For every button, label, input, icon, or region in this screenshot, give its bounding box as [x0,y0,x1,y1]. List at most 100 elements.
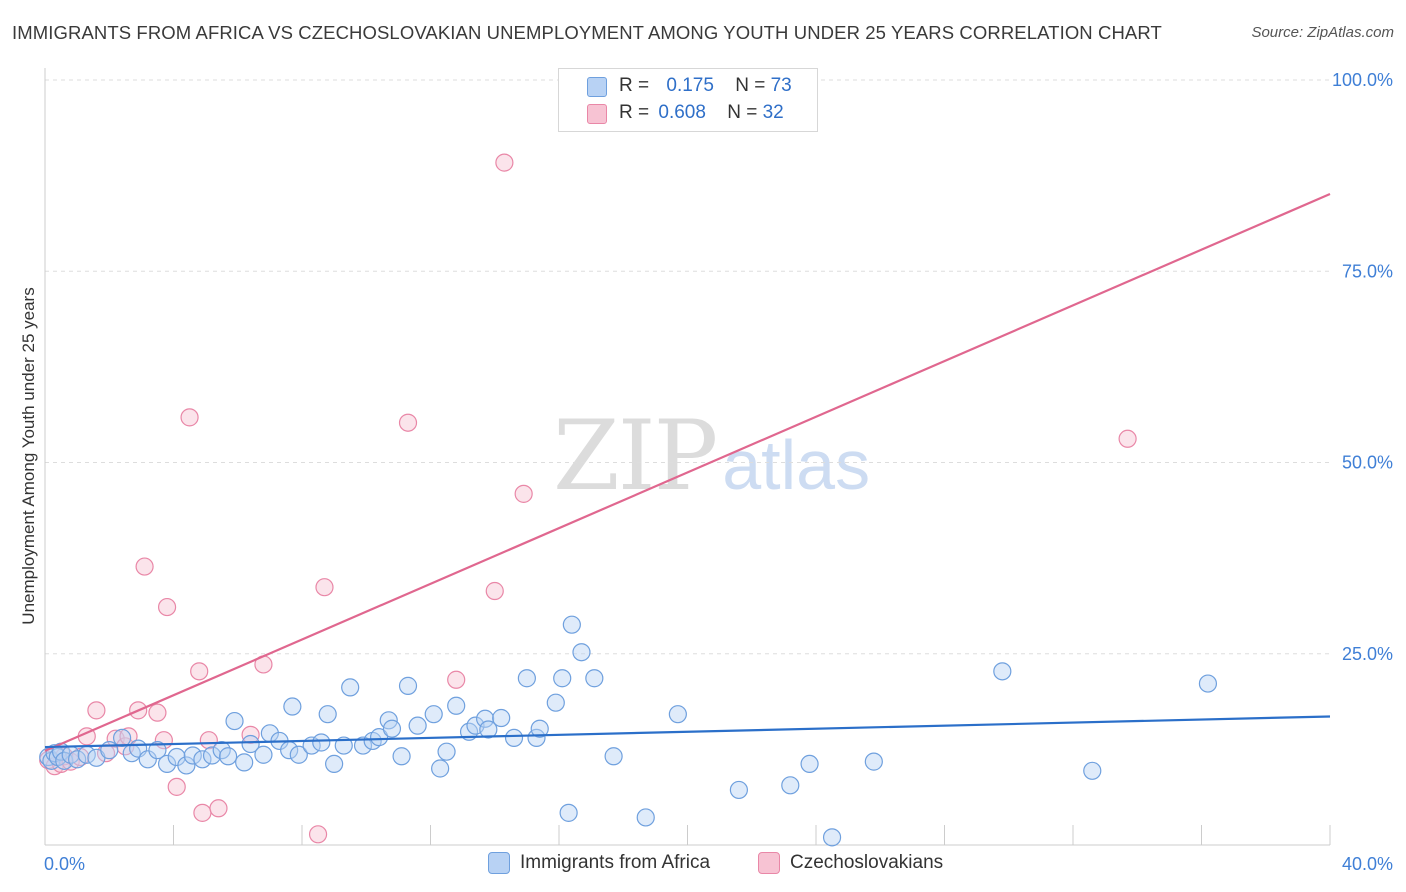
africa-point [781,776,800,795]
africa-point [289,745,308,764]
africa-point [225,711,244,731]
czechoslovakians-point [209,799,228,818]
n-value-africa: 73 [770,75,792,96]
africa-point [546,693,565,712]
africa-point [193,750,212,769]
czechoslovakians-point [495,153,514,172]
czechoslovakians-point [135,557,154,576]
africa-point [1083,761,1102,780]
africa-point [341,678,360,697]
africa-point [112,728,132,748]
x-tick-label: 0.0% [44,854,85,874]
africa-point [138,750,157,769]
chart-title: IMMIGRANTS FROM AFRICA VS CZECHOSLOVAKIA… [12,22,1162,43]
africa-point [325,754,344,774]
czechoslovakians-point [315,578,334,597]
africa-point [517,669,536,688]
africa-point [408,716,427,735]
africa-point [202,746,222,765]
czechoslovakians-point [485,581,504,601]
czechoslovakians-point [514,484,533,503]
legend-item-czechoslovakians: Czechoslovakians [758,852,943,874]
africa-point [437,742,456,761]
czechoslovakians-point [180,408,199,427]
czechoslovakians-point [447,670,466,689]
czechoslovakians-point [167,777,186,796]
correlation-legend: R = 0.175 N = 73 R = 0.608 N = 32 [558,68,818,132]
czechoslovakians-trend-line [44,192,1331,752]
tick-labels: 25.0% 50.0% 75.0% 100.0% 0.0% 40.0% [44,70,1393,874]
czechoslovakians-point [241,725,260,744]
legend-label-czechoslovakians: Czechoslovakians [790,852,944,873]
africa-point [318,705,337,724]
africa-point [562,615,581,634]
czechoslovakians-point [398,413,418,432]
africa-point [431,759,450,778]
africa-point [183,746,202,765]
africa-point [254,745,273,764]
gridlines [45,79,1330,655]
n-label: N = [735,75,766,96]
africa-point [148,741,167,760]
trend-lines [44,192,1331,752]
y-tick-label: 50.0% [1342,453,1393,473]
africa-point [572,643,591,662]
africa-point [993,662,1012,681]
africa-point [530,719,549,738]
africa-point [334,736,353,755]
r-label: R = [619,75,650,96]
y-tick-label: 75.0% [1342,261,1393,281]
africa-point [476,709,495,728]
legend-item-africa: Immigrants from Africa [488,852,710,874]
africa-point [636,808,655,827]
n-value-czechoslovakians: 32 [762,102,784,123]
czechoslovakians-point [193,803,212,822]
czechoslovakians-points [39,153,1137,844]
source-credit: Source: ZipAtlas.com [1251,24,1394,41]
series-legend: Immigrants from Africa Czechoslovakians [0,852,1406,878]
africa-point [559,803,578,822]
africa-point [382,719,402,738]
czechoslovakians-point [1118,429,1137,448]
axes [44,68,1331,846]
africa-point [553,669,572,688]
africa-point [800,754,819,774]
czechoslovakians-point [148,703,167,722]
africa-point [424,705,443,724]
africa-point [1198,674,1218,693]
africa-point [100,741,119,760]
czechoslovakians-point [308,825,328,844]
legend-swatch-pink [587,104,607,124]
africa-points [39,615,1218,847]
africa-point [68,750,87,769]
legend-swatch-blue [488,852,510,874]
africa-point [235,753,254,772]
r-value-africa: 0.175 [666,75,714,96]
africa-point [392,747,411,766]
czechoslovakians-point [87,701,106,720]
africa-trend-line [44,715,1331,749]
africa-point [283,697,302,716]
y-tick-label: 25.0% [1342,644,1393,664]
africa-point [585,669,604,688]
legend-swatch-pink [758,852,780,874]
africa-point [157,754,177,774]
y-axis-label: Unemployment Among Youth under 25 years [19,287,38,624]
africa-point [864,752,883,771]
africa-point [219,747,238,766]
n-label: N = [727,102,758,123]
africa-point [241,734,260,754]
africa-point [822,828,842,847]
africa-point [492,708,511,728]
africa-point [668,705,687,724]
africa-point [479,720,498,739]
africa-point [353,736,373,755]
africa-point [312,733,331,752]
r-label: R = [619,102,650,123]
africa-point [447,696,466,715]
y-tick-label: 100.0% [1332,70,1393,90]
africa-point [177,756,196,775]
africa-point [504,728,524,748]
x-tick-label: 40.0% [1342,854,1393,874]
